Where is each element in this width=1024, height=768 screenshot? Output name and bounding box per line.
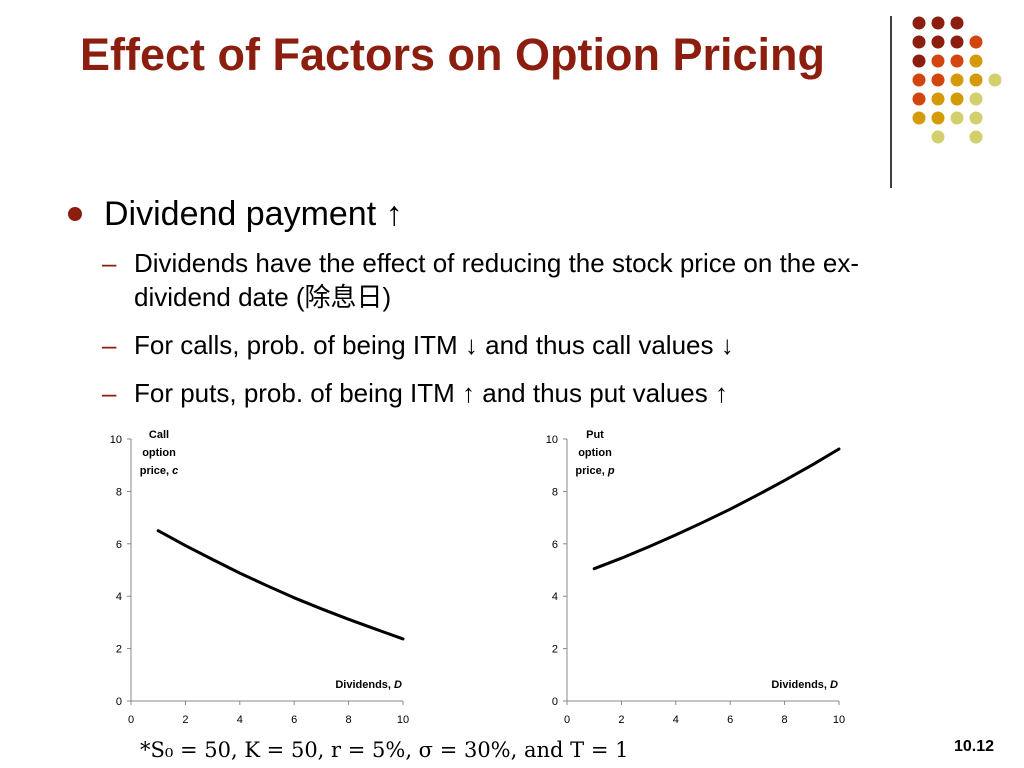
y-tick-label: 4: [552, 591, 558, 603]
decorative-dot: [988, 73, 1002, 87]
decorative-dot: [950, 111, 964, 125]
y-tick-label: 2: [552, 644, 558, 656]
bullet-dot-icon: [68, 207, 82, 221]
y-axis-label-line: price, c: [140, 465, 179, 477]
footnote-parameters: *S₀ = 50, K = 50, r = 5%, σ = 30%, and T…: [140, 738, 629, 762]
decorative-dot: [969, 73, 983, 87]
x-tick-label: 6: [291, 714, 297, 726]
put-option-chart: 0 2 4 6 8 10 0 2 4 6 8 10 Put option price, p Dividends…: [546, 429, 845, 726]
y-tick-label: 10: [546, 434, 558, 446]
y-tick-label: 8: [116, 486, 122, 498]
series-line: [156, 529, 405, 641]
decorative-dot: [912, 92, 926, 106]
x-tick-label: 8: [346, 714, 352, 726]
decorative-dot: [912, 73, 926, 87]
dash-marker: –: [102, 330, 117, 360]
sub-bullet-puts: – For puts, prob. of being ITM ↑ and thu…: [66, 376, 946, 410]
y-tick-label: 10: [110, 434, 122, 446]
decorative-dot: [912, 54, 926, 68]
x-tick-label: 10: [833, 714, 845, 726]
decorative-dot: [950, 54, 964, 68]
y-axis-label-line: Call: [149, 429, 169, 441]
decorative-dot: [931, 130, 945, 144]
decorative-dot: [950, 73, 964, 87]
decorative-dot: [931, 35, 945, 49]
bullet-main-text: Dividend payment ↑: [104, 195, 403, 233]
bullet-dividend-payment: Dividend payment ↑: [66, 190, 946, 238]
x-axis-label-variable: D: [394, 679, 402, 691]
y-tick-label: 0: [116, 696, 122, 708]
y-axis-label-text: price,: [140, 465, 172, 477]
x-tick-label: 10: [397, 714, 409, 726]
slide-number: 10.12: [954, 738, 995, 755]
y-axis-label-line: option: [578, 447, 612, 459]
y-tick-label: 2: [116, 644, 122, 656]
y-tick-label: 4: [116, 591, 122, 603]
y-axis-label-text: price,: [575, 465, 607, 477]
sub-bullet-calls: – For calls, prob. of being ITM ↓ and th…: [66, 328, 946, 362]
decorative-dot: [969, 92, 983, 106]
x-tick-label: 0: [564, 714, 570, 726]
decorative-dot: [912, 35, 926, 49]
y-tick-label: 8: [552, 486, 558, 498]
x-tick-label: 2: [618, 714, 624, 726]
y-axis-label-variable: c: [172, 465, 178, 477]
y-axis-label-line: Put: [586, 429, 604, 441]
dash-marker: –: [102, 378, 117, 408]
x-tick-label: 4: [237, 714, 243, 726]
sub-bullet-text: For puts, prob. of being ITM ↑ and thus …: [134, 378, 728, 408]
decorative-dot: [969, 111, 983, 125]
slide-title: Effect of Factors on Option Pricing: [80, 29, 826, 80]
bullet-list: Dividend payment ↑ – Dividends have the …: [66, 190, 946, 410]
decorative-dot: [950, 35, 964, 49]
decorative-dot: [912, 111, 926, 125]
decorative-dot: [931, 54, 945, 68]
x-tick-label: 2: [182, 714, 188, 726]
decorative-dot: [969, 54, 983, 68]
decorative-dot: [931, 111, 945, 125]
y-tick-label: 6: [116, 539, 122, 551]
series-line: [592, 447, 841, 571]
x-axis-label-text: Dividends,: [771, 679, 830, 691]
y-axis-label-line: price, p: [575, 465, 614, 477]
decorative-dot: [969, 130, 983, 144]
decorative-dot: [969, 35, 983, 49]
decorative-dot: [931, 73, 945, 87]
x-axis-label: Dividends, D: [335, 679, 402, 691]
x-axis-label-variable: D: [830, 679, 838, 691]
sub-bullet-text: For calls, prob. of being ITM ↓ and thus…: [134, 330, 734, 360]
sub-bullet-text: Dividends have the effect of reducing th…: [134, 248, 860, 312]
x-axis-label: Dividends, D: [771, 679, 838, 691]
decorative-dot: [912, 16, 926, 30]
decorative-dot: [931, 92, 945, 106]
y-axis-label-variable: p: [607, 465, 615, 477]
decorative-dot: [950, 92, 964, 106]
x-tick-label: 4: [673, 714, 679, 726]
call-option-chart: 0 2 4 6 8 10 0 2 4 6 8 10 Call option price, c Dividend…: [110, 429, 409, 726]
decorative-vertical-line: [890, 16, 892, 188]
dash-marker: –: [102, 248, 117, 278]
sub-bullet-dividends-effect: – Dividends have the effect of reducing …: [66, 246, 946, 314]
x-tick-label: 0: [128, 714, 134, 726]
x-axis-label-text: Dividends,: [335, 679, 394, 691]
y-tick-label: 0: [552, 696, 558, 708]
x-tick-label: 6: [727, 714, 733, 726]
x-tick-label: 8: [782, 714, 788, 726]
y-axis-label-line: option: [142, 447, 176, 459]
y-tick-label: 6: [552, 539, 558, 551]
decorative-dot: [950, 16, 964, 30]
decorative-dot-pattern: [912, 16, 1002, 144]
decorative-dot: [931, 16, 945, 30]
